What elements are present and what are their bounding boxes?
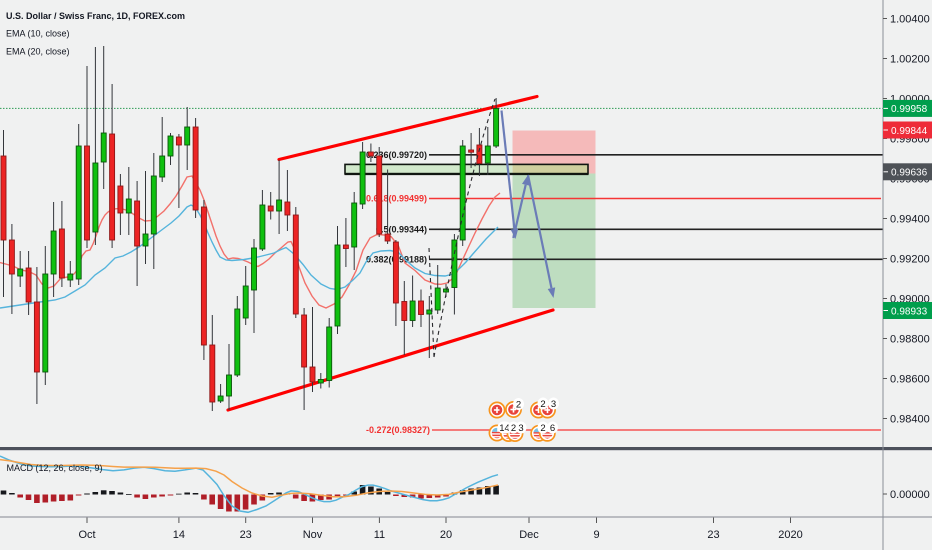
svg-text:0.99636: 0.99636 <box>891 168 928 179</box>
svg-text:9: 9 <box>593 529 599 541</box>
svg-text:0.00000: 0.00000 <box>890 489 930 501</box>
svg-text:0.5(0.99344): 0.5(0.99344) <box>376 225 427 235</box>
svg-text:20: 20 <box>440 529 452 541</box>
svg-text:23: 23 <box>707 529 719 541</box>
svg-text:-0.272(0.98327): -0.272(0.98327) <box>366 425 430 435</box>
svg-text:1.00400: 1.00400 <box>890 14 930 26</box>
svg-text:6: 6 <box>550 423 555 434</box>
svg-text:EMA (10, close): EMA (10, close) <box>6 29 70 39</box>
svg-text:0.98400: 0.98400 <box>890 414 930 426</box>
svg-text:0.236(0.99720): 0.236(0.99720) <box>366 150 427 160</box>
svg-text:11: 11 <box>374 529 385 541</box>
svg-text:0.99958: 0.99958 <box>891 104 928 115</box>
svg-text:Oct: Oct <box>78 529 95 541</box>
svg-text:2: 2 <box>540 423 545 434</box>
svg-text:1.00200: 1.00200 <box>890 54 930 66</box>
svg-text:0.99844: 0.99844 <box>891 126 928 137</box>
svg-text:0.98933: 0.98933 <box>891 306 928 317</box>
svg-text:2: 2 <box>516 399 521 410</box>
svg-text:3: 3 <box>518 423 523 434</box>
svg-text:Dec: Dec <box>519 529 539 541</box>
svg-text:2020: 2020 <box>778 529 802 541</box>
svg-text:2: 2 <box>511 423 516 434</box>
svg-text:0.99400: 0.99400 <box>890 214 930 226</box>
svg-text:MACD (12, 26, close, 9): MACD (12, 26, close, 9) <box>7 463 103 473</box>
svg-text:0.99200: 0.99200 <box>890 254 930 266</box>
svg-text:0.98800: 0.98800 <box>890 334 930 346</box>
svg-text:Nov: Nov <box>303 529 323 541</box>
svg-text:14: 14 <box>499 423 510 434</box>
svg-text:0.98600: 0.98600 <box>890 374 930 386</box>
svg-text:U.S. Dollar / Swiss Franc, 1D,: U.S. Dollar / Swiss Franc, 1D, FOREX.com <box>6 11 185 21</box>
svg-text:3: 3 <box>551 399 556 410</box>
svg-text:23: 23 <box>240 529 252 541</box>
svg-text:EMA (20, close): EMA (20, close) <box>6 47 70 57</box>
svg-text:0.618(0.99499): 0.618(0.99499) <box>366 194 427 204</box>
svg-text:2: 2 <box>540 399 545 410</box>
svg-text:14: 14 <box>173 529 185 541</box>
